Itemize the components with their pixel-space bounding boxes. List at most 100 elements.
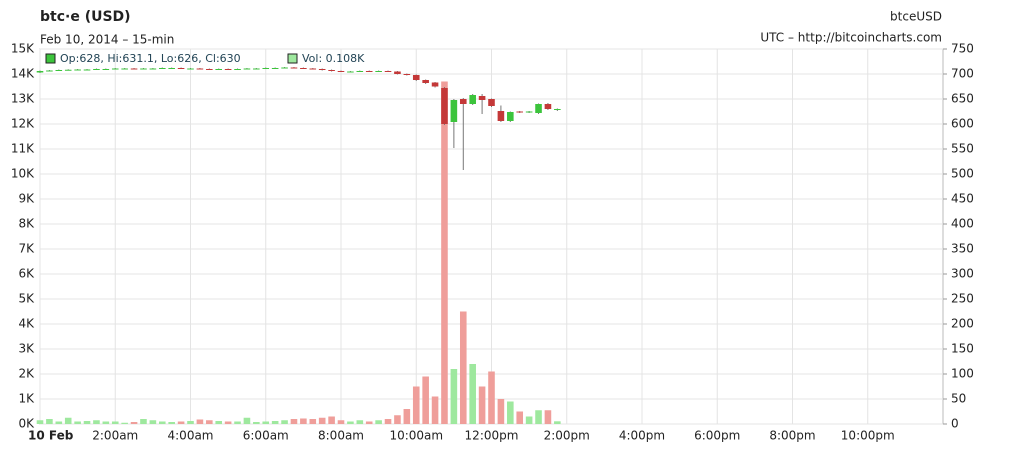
y2-tick-label: 750 xyxy=(951,42,974,56)
volume-bar xyxy=(337,420,345,424)
candle-body xyxy=(168,68,175,69)
y-tick-label: 13K xyxy=(11,92,35,106)
candle-body xyxy=(384,71,392,72)
volume-bar xyxy=(516,411,524,424)
volume-bar xyxy=(441,81,448,424)
y2-tick-label: 700 xyxy=(951,67,974,81)
volume-bar xyxy=(93,420,100,424)
candle-body xyxy=(318,69,326,70)
legend-volume: Vol: 0.108K xyxy=(302,52,365,65)
volume-bar xyxy=(224,421,232,424)
y2-tick-label: 50 xyxy=(951,392,966,406)
y-tick-label: 15K xyxy=(11,42,35,56)
volume-bar xyxy=(140,419,147,424)
volume-bar xyxy=(281,420,288,424)
y-tick-label: 11K xyxy=(11,142,35,156)
x-tick-label: 2:00pm xyxy=(544,429,590,443)
volume-bar xyxy=(271,421,279,424)
volume-bar xyxy=(234,421,241,424)
candle-body xyxy=(271,68,279,69)
x-tick-label: 6:00am xyxy=(243,429,289,443)
volume-bar xyxy=(102,421,110,424)
candle-body xyxy=(300,68,307,69)
volume-bar xyxy=(196,419,204,424)
volume-bar xyxy=(459,311,467,424)
y-tick-label: 4K xyxy=(18,317,35,331)
candle-body xyxy=(450,100,458,122)
candle-body xyxy=(55,70,63,71)
x-tick-label: 2:00am xyxy=(92,429,138,443)
volume-bar xyxy=(478,386,486,424)
volume-bar xyxy=(206,420,213,424)
legend-ohlc: Op:628, Hi:631.1, Lo:626, Cl:630 xyxy=(60,52,241,65)
volume-bar xyxy=(412,386,420,424)
y2-tick-label: 550 xyxy=(951,142,974,156)
volume-bar xyxy=(121,422,128,424)
chart-title: btc·e (USD) xyxy=(40,9,131,25)
candle-body xyxy=(488,99,495,106)
candle-body xyxy=(253,68,260,70)
candle-body xyxy=(535,104,542,113)
candle-body xyxy=(206,69,213,70)
candle-body xyxy=(83,69,91,71)
volume-bar xyxy=(365,421,373,424)
candle-body xyxy=(431,82,439,87)
volume-bar xyxy=(74,421,81,424)
candle-body xyxy=(309,68,317,70)
y2-tick-label: 250 xyxy=(951,292,974,306)
candle-body xyxy=(196,68,204,70)
y2-tick-label: 200 xyxy=(951,317,974,331)
y2-tick-label: 400 xyxy=(951,217,974,231)
candle-body xyxy=(394,71,401,74)
volume-bar xyxy=(356,420,364,424)
candle-body xyxy=(187,68,194,70)
candle-body xyxy=(130,68,138,70)
candle-body xyxy=(403,74,411,75)
candle-body xyxy=(177,68,185,69)
y-tick-label: 6K xyxy=(18,267,35,281)
volume-bar xyxy=(431,396,439,424)
volume-bar xyxy=(64,417,72,424)
y2-tick-label: 300 xyxy=(951,267,974,281)
candle-body xyxy=(243,68,251,70)
volume-bar xyxy=(215,421,223,424)
x-tick-label: 8:00am xyxy=(318,429,364,443)
candle-body xyxy=(158,68,166,69)
volume-bar xyxy=(36,420,44,424)
volume-bar xyxy=(347,421,354,424)
volume-bar xyxy=(243,417,251,424)
candle-body xyxy=(337,71,345,72)
candle-body xyxy=(281,67,288,69)
x-tick-label: 8:00pm xyxy=(769,429,815,443)
y-tick-label: 5K xyxy=(18,292,35,306)
y2-tick-label: 650 xyxy=(951,92,974,106)
candle-body xyxy=(36,71,44,73)
y-tick-label: 3K xyxy=(18,342,35,356)
candle-body xyxy=(422,80,429,83)
volume-bar xyxy=(507,401,514,424)
symbol: btceUSD xyxy=(890,10,942,24)
volume-bar xyxy=(318,417,326,424)
y2-tick-label: 0 xyxy=(951,417,959,431)
y2-tick-label: 450 xyxy=(951,192,974,206)
y-tick-label: 9K xyxy=(18,192,35,206)
y-tick-label: 12K xyxy=(11,117,35,131)
x-tick-label: 10:00pm xyxy=(841,429,895,443)
y-tick-label: 0K xyxy=(18,417,35,431)
volume-bar xyxy=(422,376,429,424)
candle-body xyxy=(64,69,72,71)
volume-bar xyxy=(309,419,317,424)
candle-body xyxy=(224,69,232,70)
volume-bar xyxy=(187,421,194,424)
volume-bar xyxy=(130,422,138,424)
volume-bar xyxy=(394,415,401,424)
candle-body xyxy=(554,109,561,110)
y-tick-label: 7K xyxy=(18,242,35,256)
x-tick-label: 10:00am xyxy=(389,429,443,443)
x-tick-label: 6:00pm xyxy=(694,429,740,443)
candle-body xyxy=(469,95,476,104)
candle-body xyxy=(516,111,524,113)
volume-bar xyxy=(290,419,298,424)
candle-body xyxy=(347,71,354,73)
volume-bar xyxy=(403,409,411,424)
